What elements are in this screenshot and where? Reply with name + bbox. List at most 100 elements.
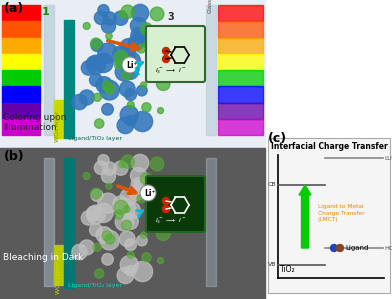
Bar <box>44 5 54 135</box>
Text: WO₃ layer: WO₃ layer <box>56 262 61 294</box>
Circle shape <box>158 108 163 114</box>
Circle shape <box>122 220 132 230</box>
Circle shape <box>81 61 96 75</box>
Circle shape <box>120 231 135 247</box>
Circle shape <box>115 213 134 231</box>
Circle shape <box>113 46 129 62</box>
Text: Bleaching in Dark: Bleaching in Dark <box>3 253 83 262</box>
Circle shape <box>127 101 134 108</box>
Circle shape <box>131 28 146 43</box>
Circle shape <box>123 214 138 229</box>
Circle shape <box>102 169 116 183</box>
Bar <box>206 158 216 286</box>
Circle shape <box>120 256 138 274</box>
Circle shape <box>106 183 112 189</box>
Circle shape <box>132 112 152 132</box>
Bar <box>218 119 263 135</box>
Circle shape <box>114 161 128 175</box>
Bar <box>2 103 40 119</box>
Circle shape <box>128 185 144 201</box>
Bar <box>54 100 64 138</box>
Circle shape <box>114 210 123 219</box>
Circle shape <box>119 11 125 17</box>
Circle shape <box>137 194 145 203</box>
Circle shape <box>98 193 118 213</box>
Text: CB: CB <box>267 182 276 187</box>
Bar <box>64 20 74 138</box>
Circle shape <box>114 198 136 219</box>
Circle shape <box>132 261 152 282</box>
Text: $I_3^-\ \longrightarrow\ I^-$: $I_3^-\ \longrightarrow\ I^-$ <box>155 216 187 225</box>
Circle shape <box>117 117 134 134</box>
Circle shape <box>123 52 140 69</box>
Circle shape <box>123 56 130 62</box>
Circle shape <box>163 48 169 54</box>
Text: (c): (c) <box>268 132 287 145</box>
Text: (b): (b) <box>4 150 25 163</box>
Circle shape <box>98 4 109 16</box>
Circle shape <box>96 77 113 93</box>
Circle shape <box>163 198 169 205</box>
Circle shape <box>87 205 105 224</box>
Circle shape <box>83 22 90 29</box>
Circle shape <box>131 18 147 34</box>
Circle shape <box>121 155 134 168</box>
Circle shape <box>94 161 108 175</box>
Bar <box>218 103 263 119</box>
Text: Ligand/TiO₂ layer: Ligand/TiO₂ layer <box>68 136 122 141</box>
Circle shape <box>144 188 156 200</box>
Circle shape <box>91 38 102 49</box>
Circle shape <box>103 162 116 175</box>
Text: TiO₂: TiO₂ <box>280 265 296 274</box>
Circle shape <box>103 12 116 25</box>
Circle shape <box>136 235 147 246</box>
Bar <box>2 119 40 135</box>
Circle shape <box>131 167 147 184</box>
Bar <box>0 148 265 299</box>
Circle shape <box>123 202 140 219</box>
Circle shape <box>123 64 138 80</box>
Circle shape <box>163 56 169 62</box>
Bar <box>44 158 54 286</box>
Bar <box>54 245 64 285</box>
Text: Glass: Glass <box>208 0 213 13</box>
Bar <box>218 54 263 70</box>
Circle shape <box>102 103 113 115</box>
Circle shape <box>122 70 132 80</box>
Circle shape <box>125 239 136 251</box>
Circle shape <box>114 11 128 25</box>
Circle shape <box>91 190 103 202</box>
Circle shape <box>144 38 156 50</box>
Circle shape <box>117 267 134 284</box>
Circle shape <box>98 155 109 166</box>
Bar <box>218 70 263 86</box>
Circle shape <box>150 157 164 171</box>
Circle shape <box>114 200 128 214</box>
Circle shape <box>131 4 149 22</box>
Circle shape <box>140 23 152 35</box>
Text: Ligand/TiO₂ layer: Ligand/TiO₂ layer <box>68 283 122 288</box>
Circle shape <box>122 57 138 73</box>
Text: Coloring upon: Coloring upon <box>3 113 66 122</box>
Circle shape <box>120 39 137 56</box>
Text: 3: 3 <box>167 12 174 22</box>
Circle shape <box>120 81 135 97</box>
Circle shape <box>330 245 338 251</box>
FancyArrow shape <box>299 185 311 248</box>
Bar <box>2 86 40 103</box>
Bar <box>2 54 40 70</box>
Text: (a): (a) <box>4 2 24 15</box>
Text: Illumination: Illumination <box>3 123 57 132</box>
Circle shape <box>91 188 102 199</box>
Bar <box>218 37 263 54</box>
Circle shape <box>133 29 150 45</box>
Circle shape <box>81 211 96 225</box>
Circle shape <box>133 179 150 196</box>
Circle shape <box>87 206 101 221</box>
Circle shape <box>102 81 112 91</box>
Text: HOMO: HOMO <box>384 245 392 251</box>
Circle shape <box>140 82 147 88</box>
Circle shape <box>105 234 115 244</box>
Circle shape <box>131 154 149 172</box>
Text: $I_3^-\ \longrightarrow\ I^-$: $I_3^-\ \longrightarrow\ I^-$ <box>155 67 187 77</box>
